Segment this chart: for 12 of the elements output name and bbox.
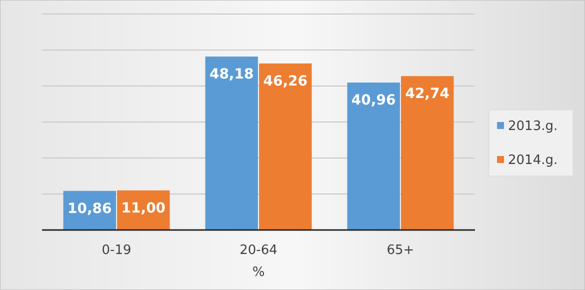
legend-label: 2013.g.	[508, 119, 558, 134]
data-label: 46,26	[263, 73, 308, 90]
x-tick-label: 0-19	[102, 243, 132, 258]
x-axis-title: %	[252, 265, 265, 280]
data-label: 10,86	[67, 200, 112, 217]
legend-label: 2014.g.	[508, 153, 558, 168]
data-label: 11,00	[121, 200, 166, 216]
data-label: 42,74	[405, 86, 450, 102]
x-tick-label: 20-64	[240, 243, 278, 258]
data-label: 48,18	[209, 66, 254, 83]
x-tick-label: 65+	[386, 243, 414, 258]
data-label: 40,96	[351, 92, 396, 109]
